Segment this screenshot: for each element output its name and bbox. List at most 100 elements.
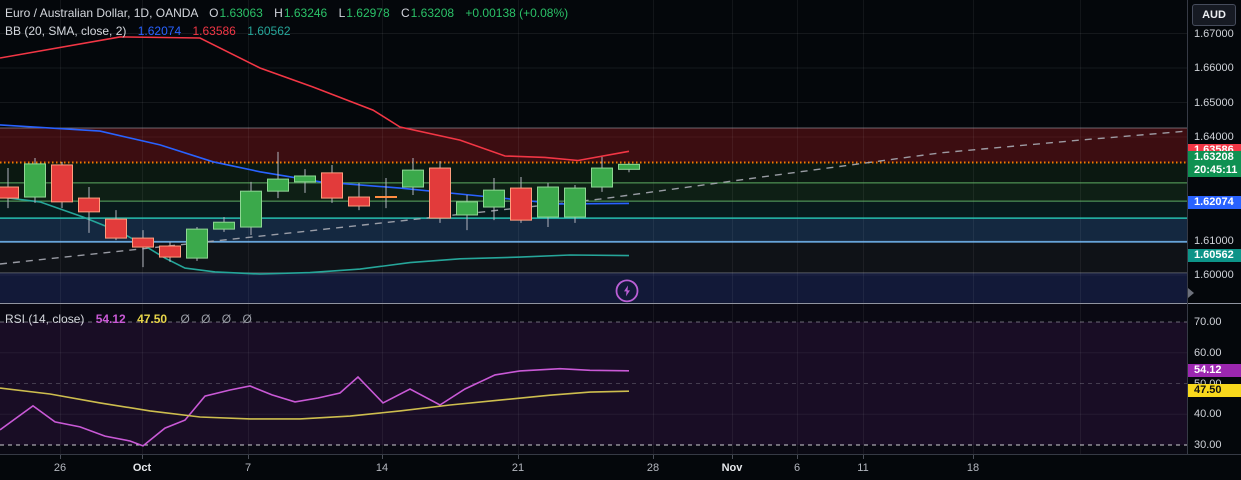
candle-body <box>348 196 370 207</box>
price-label: 47.50 <box>1188 384 1241 398</box>
candle-body <box>456 201 478 216</box>
lightning-bolt-glyph <box>624 285 630 297</box>
time-tick-label: Nov <box>721 462 743 474</box>
change-value: +0.00138 (+0.08%) <box>465 6 569 20</box>
time-tick-mark <box>732 455 733 459</box>
time-axis[interactable]: 26 Oct 7 14 21 28 Nov 6 11 18 <box>0 454 1241 480</box>
rsi-indicator-title[interactable]: RSI (14, close) <box>5 312 85 326</box>
symbol-title[interactable]: Euro / Australian Dollar, 1D, OANDA <box>5 6 198 20</box>
candle-body <box>159 245 181 258</box>
rsi-line <box>0 367 630 447</box>
teal-zone <box>0 201 1187 219</box>
price-label: 1.60562 <box>1188 248 1241 262</box>
candle-body <box>51 164 73 203</box>
rsi-ma-line <box>0 387 630 420</box>
candle-body <box>402 169 424 188</box>
open-label: O <box>209 6 219 20</box>
time-tick-mark <box>797 455 798 459</box>
price-scale-arrow-icon <box>1188 288 1194 298</box>
candle-body <box>240 190 262 228</box>
rsi-empty-plots: Ø Ø Ø Ø <box>180 312 252 326</box>
time-tick-label: 26 <box>53 462 67 474</box>
lightning-icon <box>615 279 639 303</box>
rsi-value: 54.12 <box>95 312 126 326</box>
candle-body <box>537 186 559 218</box>
bb-basis-value: 1.62074 <box>137 24 182 38</box>
candle-body <box>24 163 46 198</box>
lower-green-zone <box>0 182 1187 202</box>
bb-upper-value: 1.63586 <box>192 24 236 38</box>
bb-lower-line <box>0 196 630 275</box>
trendline <box>0 130 1187 265</box>
pane-separator[interactable] <box>0 303 1241 304</box>
bb-indicator-title[interactable]: BB (20, SMA, close, 2) <box>5 24 127 38</box>
symbol-row: Euro / Australian Dollar, 1D, OANDA O1.6… <box>5 4 568 22</box>
price-label: 54.12 <box>1188 363 1241 377</box>
bb-upper-line <box>0 36 630 162</box>
rsi-tick: 30.00 <box>1194 439 1222 451</box>
time-tick-label: 7 <box>244 462 252 474</box>
time-tick-label: Oct <box>132 462 152 474</box>
high-label: H <box>274 6 283 20</box>
currency-toggle-button[interactable]: AUD <box>1192 4 1236 26</box>
candle-body <box>213 221 235 230</box>
candle-body <box>105 218 127 239</box>
chart-legend: Euro / Australian Dollar, 1D, OANDA O1.6… <box>5 4 568 40</box>
time-tick-mark <box>863 455 864 459</box>
price-tick: 1.64000 <box>1194 131 1234 143</box>
blue-zone <box>0 218 1187 242</box>
close-value: 1.63208 <box>410 6 455 20</box>
candle-body <box>132 237 154 248</box>
time-tick-mark <box>382 455 383 459</box>
time-tick-mark <box>653 455 654 459</box>
rsi-legend: RSI (14, close) 54.12 47.50 Ø Ø Ø Ø <box>5 310 252 328</box>
rsi-band <box>0 322 1187 445</box>
price-tick: 1.67000 <box>1194 27 1234 40</box>
candle-body <box>483 189 505 208</box>
close-label: C <box>401 6 410 20</box>
candle-body <box>618 163 640 170</box>
time-tick-label: 6 <box>793 462 801 474</box>
bb-lower-value: 1.60562 <box>247 24 291 38</box>
rsi-tick: 70.00 <box>1194 316 1222 328</box>
price-chart-canvas[interactable] <box>0 0 1187 454</box>
candle-body <box>564 187 586 218</box>
price-label: 1.63208 20:45:11 <box>1188 151 1241 178</box>
high-value: 1.63246 <box>283 6 328 20</box>
candle-body <box>321 172 343 199</box>
price-tick: 1.60000 <box>1194 269 1234 281</box>
price-label: 1.62074 <box>1188 196 1241 210</box>
price-tick: 1.61000 <box>1194 234 1234 247</box>
time-tick-mark <box>248 455 249 459</box>
time-tick-mark <box>973 455 974 459</box>
time-tick-label: 21 <box>511 462 525 474</box>
time-tick-mark <box>142 455 143 459</box>
time-tick-mark <box>518 455 519 459</box>
price-axis-separator <box>1187 0 1188 454</box>
open-value: 1.63063 <box>219 6 263 20</box>
time-tick-label: 11 <box>857 462 869 474</box>
candle-body <box>186 228 208 259</box>
time-tick-label: 14 <box>375 462 389 474</box>
candle-body <box>0 186 19 199</box>
rsi-tick: 60.00 <box>1194 346 1222 359</box>
candle-body <box>294 175 316 183</box>
rsi-indicator-row: RSI (14, close) 54.12 47.50 Ø Ø Ø Ø <box>5 310 252 328</box>
candle-body <box>429 167 451 219</box>
low-value: 1.62978 <box>346 6 390 20</box>
candle-body <box>78 197 100 213</box>
bb-indicator-row: BB (20, SMA, close, 2) 1.62074 1.63586 1… <box>5 22 568 40</box>
low-label: L <box>338 6 346 20</box>
rsi-ma-value: 47.50 <box>137 312 168 326</box>
price-axis[interactable]: AUD 1.67000 1.66000 1.65000 1.64000 1.61000 1… <box>1188 0 1241 454</box>
price-tick: 1.66000 <box>1194 62 1234 74</box>
candle-body <box>510 187 532 221</box>
time-tick-label: 28 <box>646 462 660 474</box>
candle-body <box>591 167 613 188</box>
candle-body <box>267 178 289 192</box>
navy-zone <box>0 272 1187 303</box>
rsi-pane-bg <box>0 303 1187 454</box>
rsi-tick: 40.00 <box>1194 408 1222 421</box>
price-tick: 1.65000 <box>1194 96 1234 109</box>
